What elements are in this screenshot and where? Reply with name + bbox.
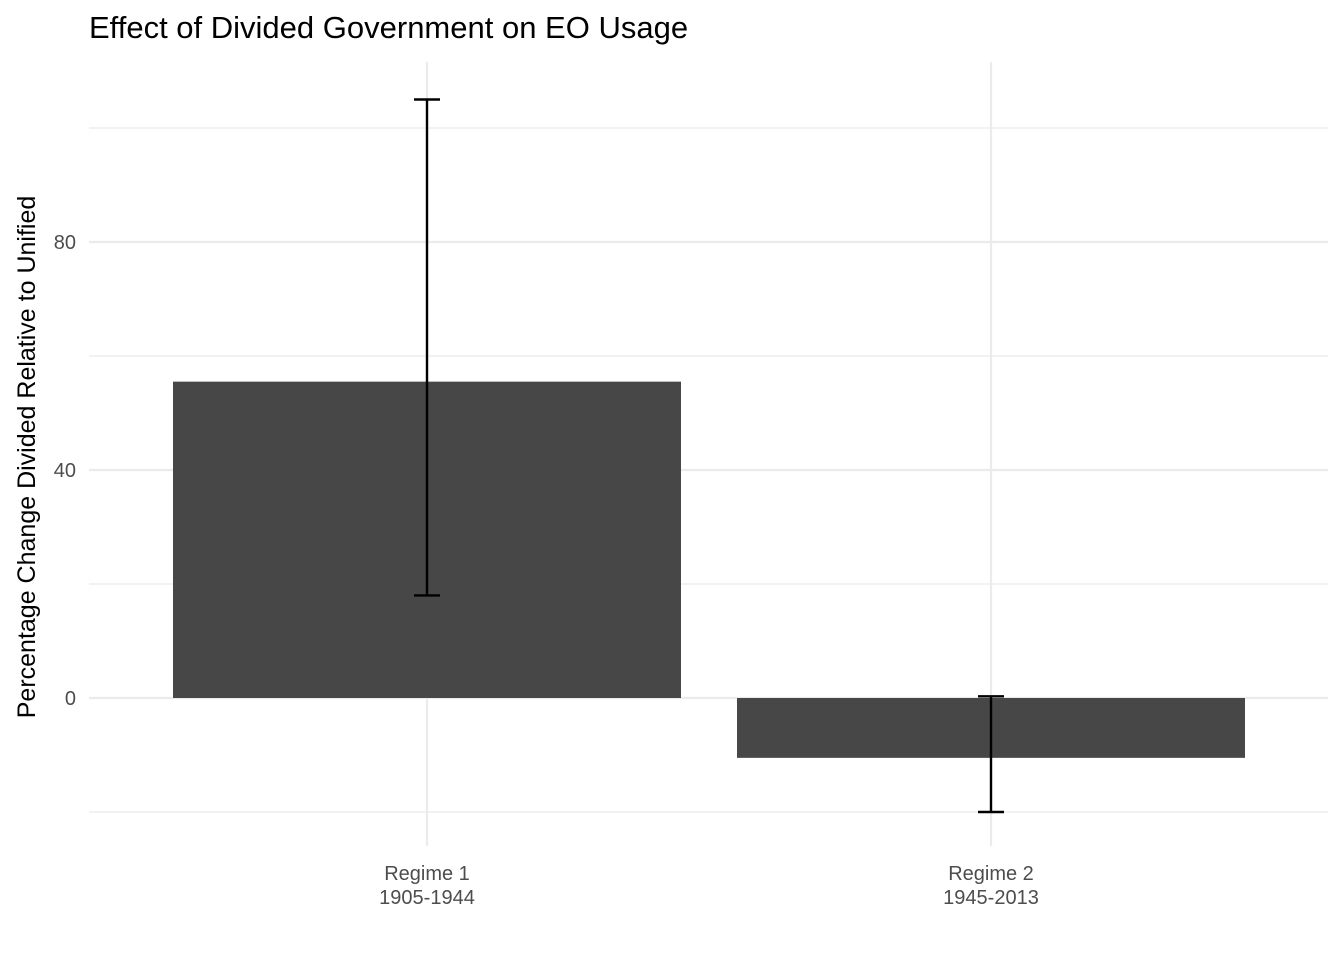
error-bar-1 [414, 98, 440, 597]
error-bar-2 [978, 695, 1004, 814]
y-tick-label: 40 [54, 460, 76, 482]
y-tick-label: 0 [65, 688, 76, 710]
x-tick-label: Regime 2 1945-2013 [943, 863, 1039, 909]
chart-title: Effect of Divided Government on EO Usage [89, 10, 688, 45]
y-axis-label: Percentage Change Divided Relative to Un… [13, 196, 41, 719]
bars [173, 381, 1245, 758]
x-tick-label: Regime 1 1905-1944 [379, 863, 475, 909]
error-bars [414, 98, 1004, 814]
y-axis-ticks: 0 40 80 [54, 232, 76, 710]
y-tick-label: 80 [54, 232, 76, 254]
x-axis-ticks: Regime 1 1905-1944 Regime 2 1945-2013 [379, 863, 1039, 909]
